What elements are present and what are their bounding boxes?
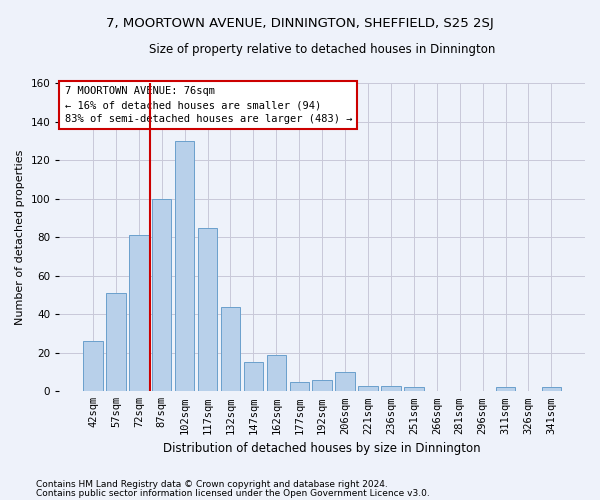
Bar [221, 306, 240, 392]
Bar [152, 198, 172, 392]
Bar [496, 388, 515, 392]
Bar [290, 382, 309, 392]
Bar [244, 362, 263, 392]
Title: Size of property relative to detached houses in Dinnington: Size of property relative to detached ho… [149, 42, 496, 56]
Text: Contains public sector information licensed under the Open Government Licence v3: Contains public sector information licen… [36, 488, 430, 498]
Bar [542, 388, 561, 392]
Bar [106, 293, 125, 392]
Bar [313, 380, 332, 392]
Bar [266, 354, 286, 392]
Bar [83, 341, 103, 392]
Bar [404, 388, 424, 392]
Bar [335, 372, 355, 392]
Bar [175, 141, 194, 392]
Text: Contains HM Land Registry data © Crown copyright and database right 2024.: Contains HM Land Registry data © Crown c… [36, 480, 388, 489]
Bar [358, 386, 378, 392]
Text: 7, MOORTOWN AVENUE, DINNINGTON, SHEFFIELD, S25 2SJ: 7, MOORTOWN AVENUE, DINNINGTON, SHEFFIEL… [106, 18, 494, 30]
X-axis label: Distribution of detached houses by size in Dinnington: Distribution of detached houses by size … [163, 442, 481, 455]
Bar [381, 386, 401, 392]
Bar [198, 228, 217, 392]
Text: 7 MOORTOWN AVENUE: 76sqm
← 16% of detached houses are smaller (94)
83% of semi-d: 7 MOORTOWN AVENUE: 76sqm ← 16% of detach… [65, 86, 352, 124]
Y-axis label: Number of detached properties: Number of detached properties [15, 150, 25, 325]
Bar [129, 236, 149, 392]
